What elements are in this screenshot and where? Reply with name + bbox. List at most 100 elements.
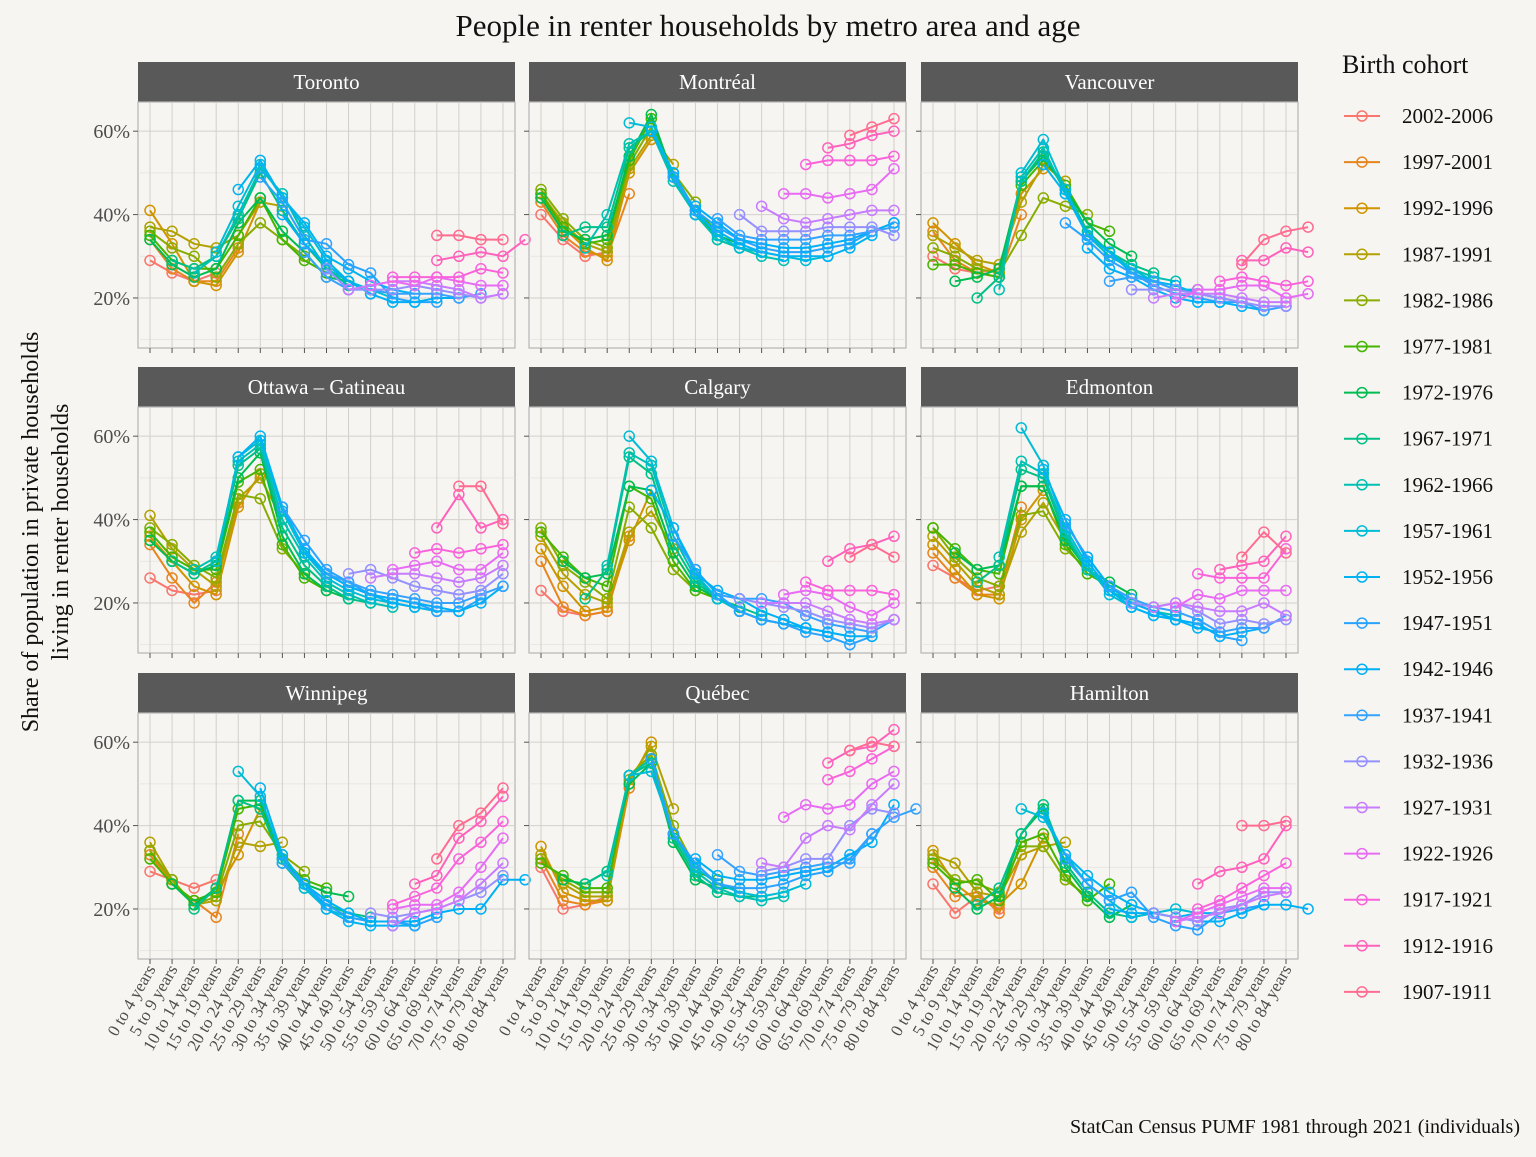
data-point (1015, 803, 1027, 815)
data-point (927, 522, 939, 534)
series-line (540, 193, 631, 258)
data-point (601, 221, 613, 233)
series-line (458, 485, 504, 525)
y-tick-label: 60% (93, 732, 130, 754)
data-point (364, 279, 377, 292)
data-point (927, 217, 939, 229)
data-point (601, 593, 613, 605)
data-point (1236, 605, 1248, 618)
data-point (409, 568, 421, 580)
data-point (431, 869, 443, 882)
data-point (971, 874, 983, 886)
data-point (298, 534, 311, 547)
data-point (800, 878, 812, 890)
series-1992-1996 (535, 736, 658, 907)
panel-strip (921, 62, 1298, 102)
data-point (431, 543, 443, 555)
data-point (755, 865, 768, 878)
data-point (888, 221, 900, 233)
data-point (866, 183, 878, 196)
data-point (144, 233, 156, 246)
data-point (497, 869, 509, 882)
data-point (601, 882, 613, 894)
data-point (888, 125, 900, 137)
series-1907-1911 (431, 782, 509, 865)
data-point (689, 853, 702, 865)
data-point (386, 271, 399, 283)
data-point (844, 823, 856, 836)
series-line (281, 213, 459, 304)
data-point (1059, 869, 1072, 882)
data-point (1258, 853, 1270, 865)
data-point (166, 225, 178, 238)
data-point (844, 543, 856, 555)
data-point (800, 597, 812, 609)
legend-item: 1997-2001 (1344, 150, 1493, 174)
data-point (1169, 601, 1182, 613)
data-point (535, 192, 547, 204)
data-point (1103, 246, 1116, 258)
series-line (1175, 891, 1287, 923)
data-point (800, 225, 812, 238)
legend-key-point (1356, 110, 1368, 122)
data-point (453, 576, 465, 588)
data-point (993, 559, 1005, 572)
legend-item: 1922-1926 (1344, 842, 1493, 866)
legend-item: 1957-1961 (1344, 519, 1493, 543)
data-point (1236, 634, 1248, 647)
series-1927-1931 (755, 200, 900, 229)
legend-label: 1967-1971 (1402, 427, 1493, 451)
data-point (1147, 907, 1160, 919)
series-line (932, 564, 1000, 592)
series-1907-1911 (844, 538, 900, 563)
data-point (844, 208, 856, 221)
data-point (993, 890, 1005, 903)
data-point (1236, 882, 1248, 894)
data-point (453, 283, 465, 296)
data-point (453, 832, 465, 844)
data-point (431, 853, 443, 865)
data-point (971, 563, 983, 576)
data-point (1236, 292, 1248, 304)
data-point (1280, 882, 1292, 894)
data-point (733, 874, 746, 886)
y-axis-label-line1: Share of population in private household… (18, 332, 44, 733)
data-point (1214, 593, 1226, 605)
series-line (149, 259, 217, 283)
series-1942-1946 (298, 874, 531, 928)
data-point (733, 593, 746, 605)
series-line (1086, 247, 1265, 312)
data-point (645, 455, 658, 467)
data-point (144, 853, 156, 865)
data-point (1214, 626, 1226, 638)
series-1912-1916 (1214, 530, 1292, 576)
data-point (888, 597, 900, 609)
data-point (1192, 903, 1204, 915)
panel-strip-label: Québec (685, 681, 749, 705)
legend-key-point (1356, 248, 1368, 261)
data-point (645, 108, 658, 121)
data-point (1081, 233, 1094, 246)
data-point (601, 559, 613, 572)
data-point (822, 819, 834, 832)
series-line (694, 573, 872, 638)
series-line (672, 176, 895, 254)
data-point (409, 271, 421, 283)
legend-key-point (1356, 663, 1368, 675)
data-point (888, 807, 900, 819)
data-point (844, 601, 856, 613)
data-point (645, 753, 658, 765)
data-point (364, 907, 377, 919)
series-line (1153, 891, 1286, 923)
data-point (475, 597, 487, 609)
data-point (254, 192, 267, 204)
data-point (254, 782, 267, 794)
series-line (303, 251, 482, 299)
data-point (519, 233, 531, 246)
data-point (144, 204, 156, 217)
data-point (1280, 225, 1292, 238)
data-point (822, 229, 834, 242)
data-point (210, 271, 222, 283)
